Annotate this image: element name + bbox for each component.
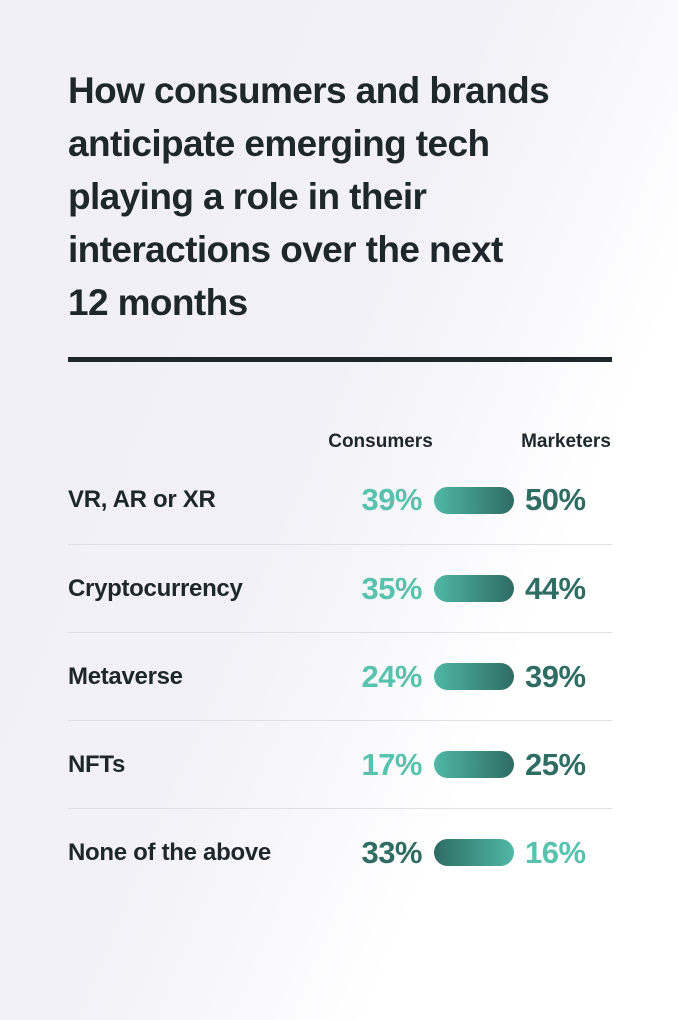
column-header-marketers: Marketers [521, 431, 611, 452]
column-header-consumers: Consumers [328, 431, 433, 452]
table-row: NFTs 17% 25% [68, 720, 612, 808]
table-row: Metaverse 24% 39% [68, 632, 612, 720]
table-rows: VR, AR or XR 39% 50% Cryptocurrency 35% … [68, 456, 612, 896]
row-label: None of the above [68, 838, 271, 866]
consumer-value: 24% [361, 658, 422, 694]
marketer-value: 44% [525, 570, 586, 606]
gradient-pill [434, 663, 514, 690]
table-header: Consumers Marketers [68, 431, 612, 453]
title-line: interactions over the next [68, 229, 503, 270]
marketer-value: 39% [525, 658, 586, 694]
content-area: How consumers and brands anticipate emer… [68, 64, 612, 896]
gradient-pill [434, 486, 514, 514]
marketer-value: 50% [525, 482, 586, 517]
table-row: VR, AR or XR 39% 50% [68, 456, 612, 544]
title-line: playing a role in their [68, 176, 427, 217]
consumer-value: 33% [361, 834, 422, 870]
row-label: Metaverse [68, 662, 183, 690]
title-line: 12 months [68, 282, 248, 323]
gradient-pill [434, 839, 514, 866]
title-line: How consumers and brands [68, 70, 550, 111]
comparison-table: Consumers Marketers VR, AR or XR 39% 50%… [68, 431, 612, 896]
consumer-value: 39% [361, 482, 422, 517]
gradient-pill [434, 751, 514, 778]
page-title: How consumers and brands anticipate emer… [68, 64, 612, 329]
title-divider-rule [68, 357, 612, 362]
title-line: anticipate emerging tech [68, 123, 490, 164]
table-row: Cryptocurrency 35% 44% [68, 544, 612, 632]
row-label: VR, AR or XR [68, 486, 216, 513]
gradient-pill [434, 575, 514, 602]
marketer-value: 16% [525, 834, 586, 870]
table-row: None of the above 33% 16% [68, 808, 612, 896]
consumer-value: 17% [361, 746, 422, 782]
consumer-value: 35% [361, 570, 422, 606]
row-label: Cryptocurrency [68, 574, 243, 602]
row-label: NFTs [68, 750, 126, 778]
marketer-value: 25% [525, 746, 586, 782]
